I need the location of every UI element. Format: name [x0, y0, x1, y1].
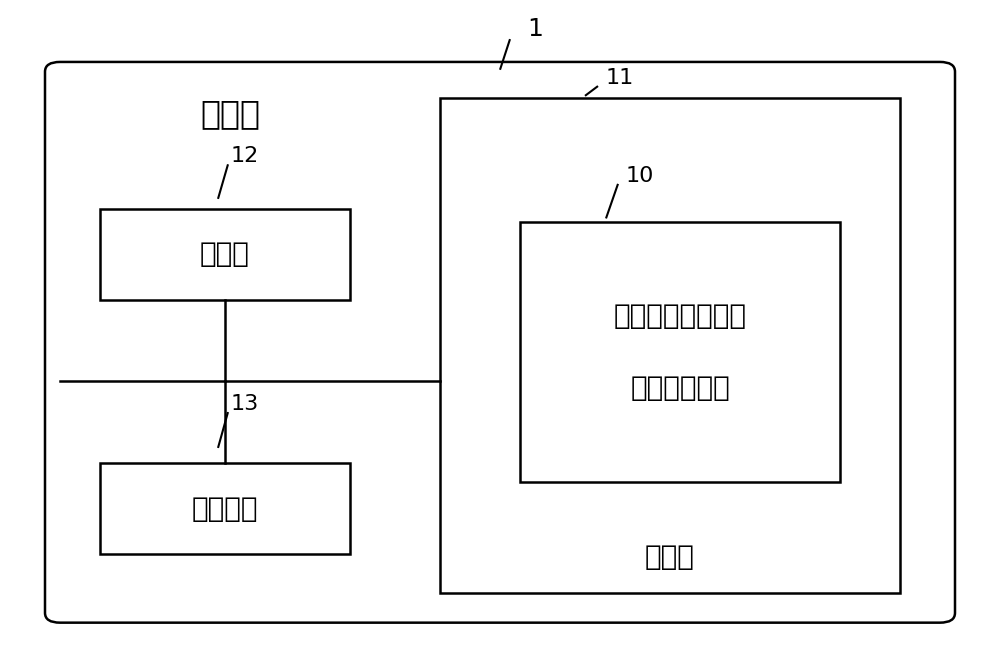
Text: 13: 13 [231, 394, 259, 414]
Text: 脹阀控制程序: 脹阀控制程序 [630, 374, 730, 402]
Bar [520, 222, 840, 482]
Text: 存储器: 存储器 [645, 544, 695, 571]
Text: 11: 11 [606, 68, 634, 88]
Bar [100, 463, 350, 554]
Text: 服务器: 服务器 [200, 98, 260, 130]
Text: 1: 1 [527, 18, 543, 41]
Text: 空调室内机电子膨: 空调室内机电子膨 [614, 303, 746, 330]
Text: 12: 12 [231, 147, 259, 166]
Text: 处理器: 处理器 [200, 241, 250, 268]
FancyBboxPatch shape [45, 62, 955, 623]
Bar [100, 209, 350, 300]
Bar [440, 98, 900, 593]
Text: 10: 10 [626, 166, 654, 186]
Text: 网络接口: 网络接口 [192, 495, 258, 522]
